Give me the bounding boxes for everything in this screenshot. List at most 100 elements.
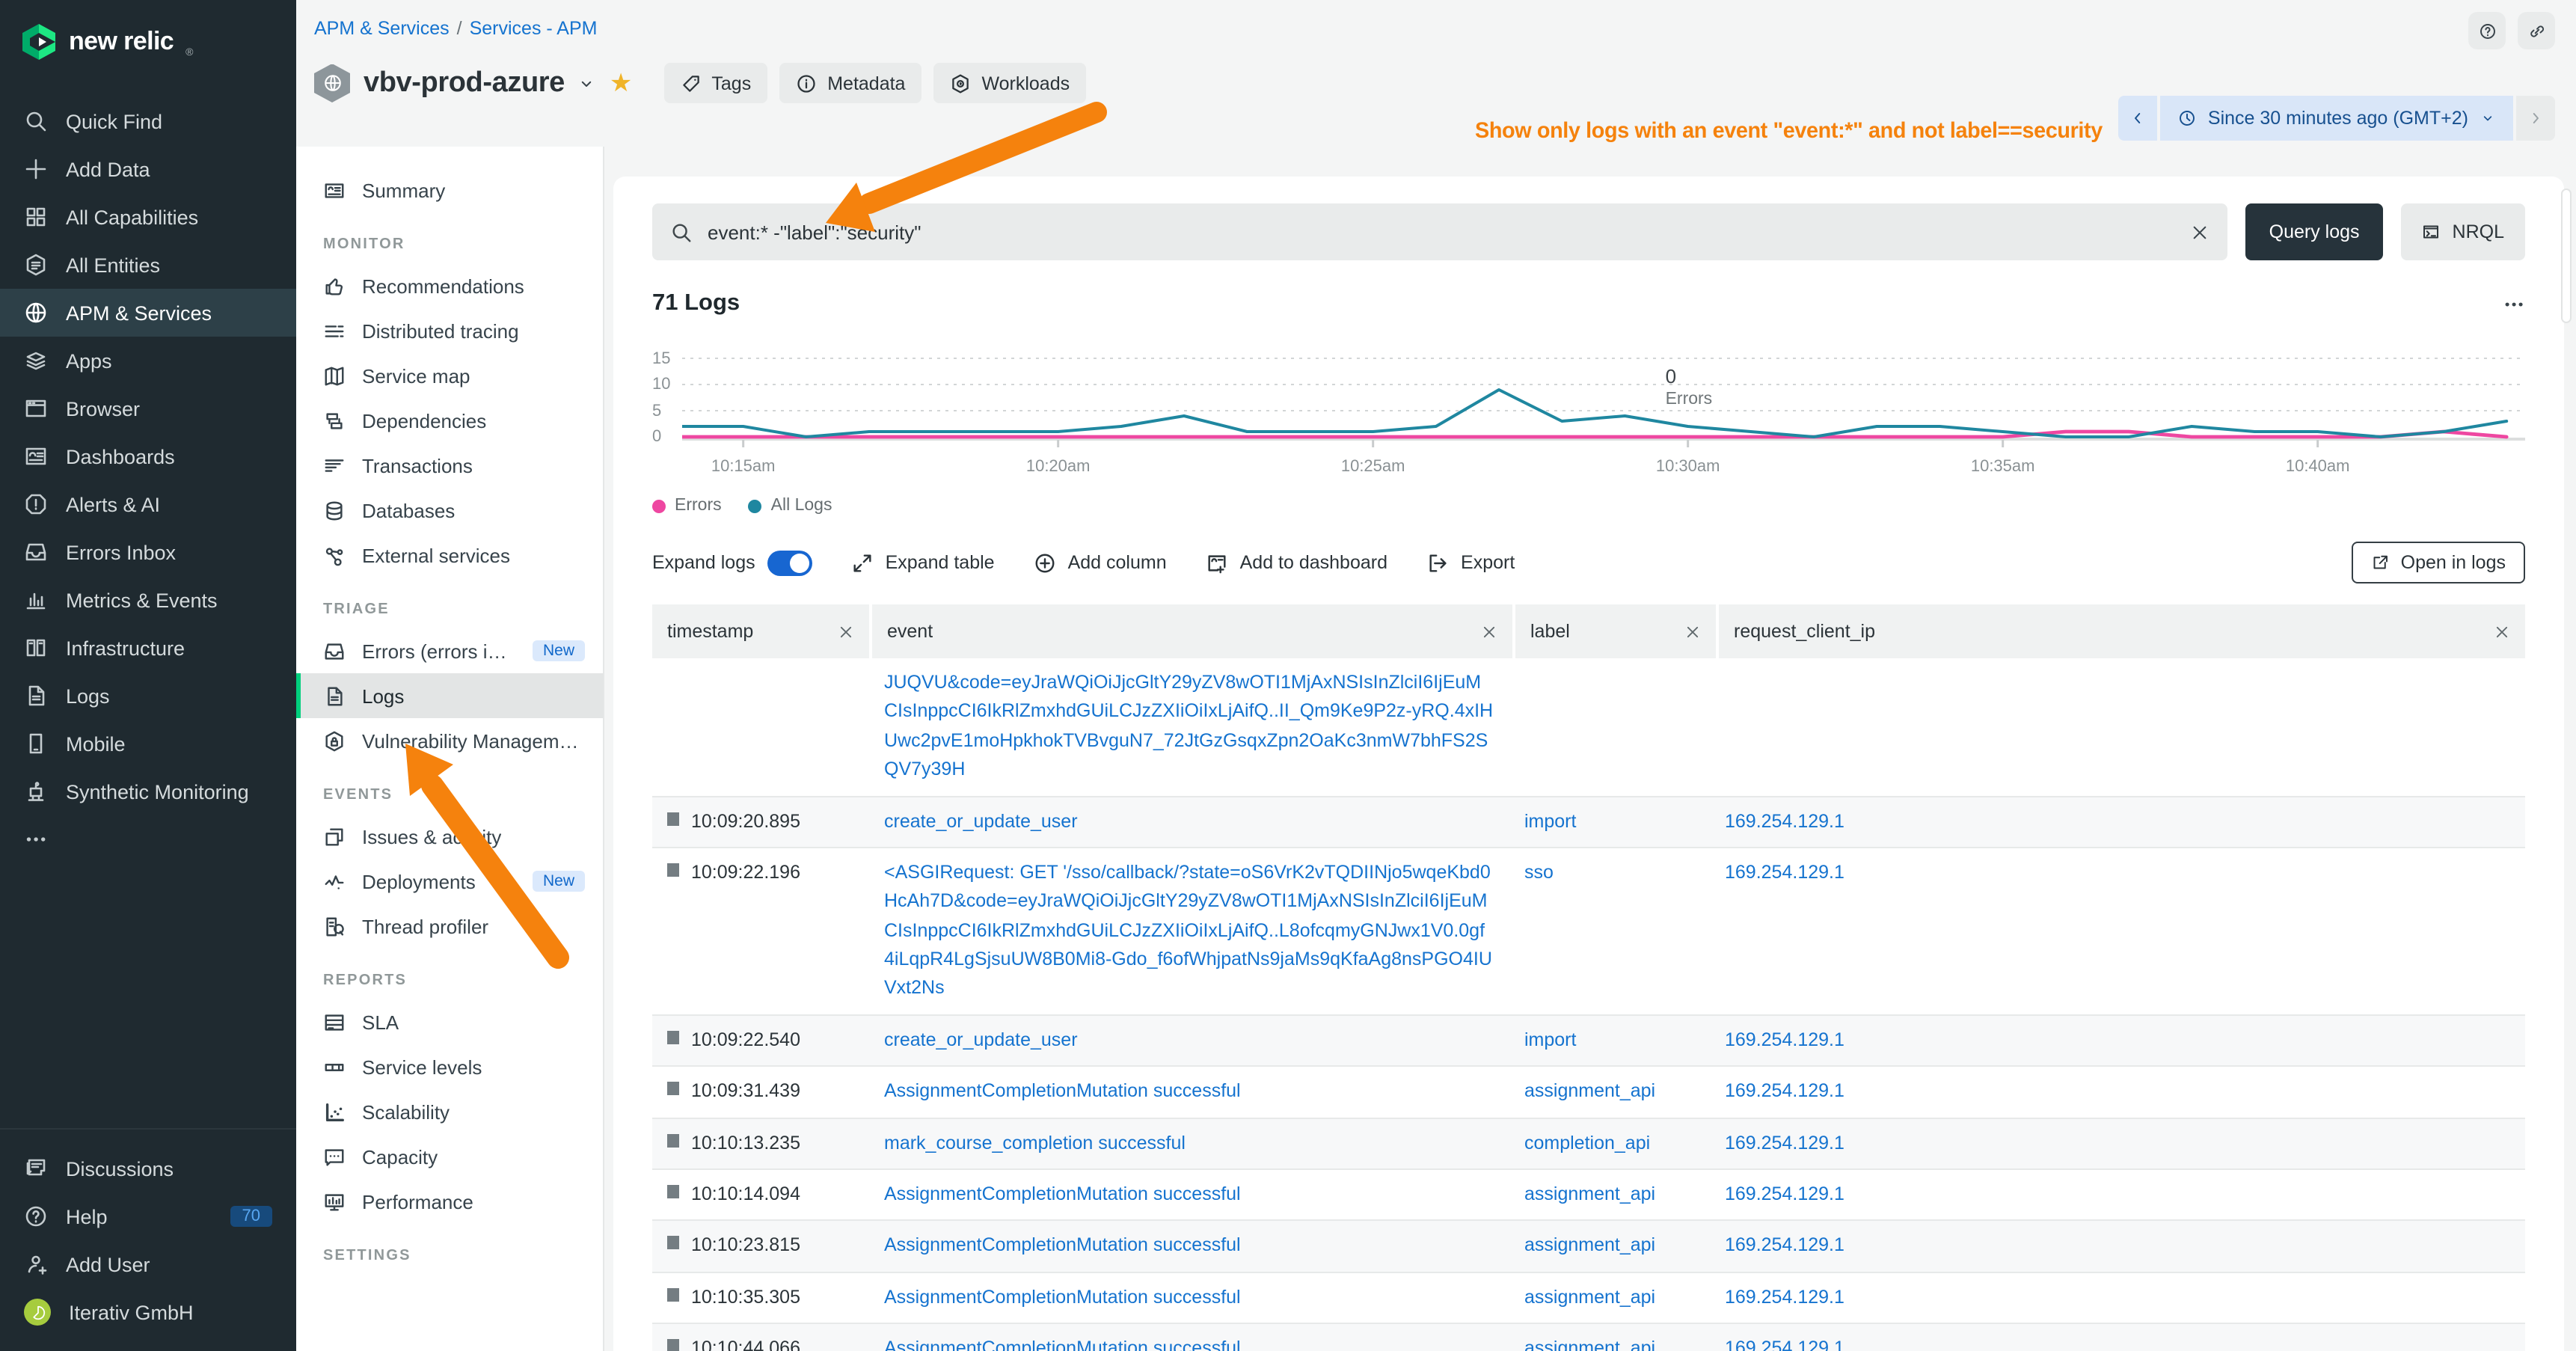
label-link[interactable]: assignment_api [1524,1183,1656,1204]
copy-link-button[interactable] [2518,12,2555,49]
workloads-button[interactable]: Workloads [933,63,1087,103]
subnav-item-summary[interactable]: Summary [296,168,603,212]
sidebar-item-more[interactable] [0,815,296,863]
subnav-item-sla[interactable]: SLA [296,999,603,1044]
subnav-item-performance[interactable]: Performance [296,1179,603,1224]
breadcrumb-services-apm[interactable]: Services - APM [469,18,598,39]
label-link[interactable]: assignment_api [1524,1080,1656,1102]
table-row[interactable]: 10:10:13.235 mark_course_completion succe… [652,1118,2525,1170]
remove-column-icon[interactable] [1684,623,1701,640]
sidebar-item-infrastructure[interactable]: Infrastructure [0,624,296,672]
log-search-input[interactable] [652,203,2227,260]
sidebar-item-browser[interactable]: Browser [0,385,296,432]
ip-link[interactable]: 169.254.129.1 [1725,1080,1844,1102]
ip-link[interactable]: 169.254.129.1 [1725,810,1844,831]
table-row[interactable]: 10:10:14.094 AssignmentCompletionMutation… [652,1170,2525,1222]
subnav-item-scalability[interactable]: Scalability [296,1089,603,1134]
label-link[interactable]: completion_api [1524,1132,1651,1153]
export-button[interactable]: Export [1426,551,1515,574]
event-link[interactable]: AssignmentCompletionMutation successful [884,1286,1241,1308]
open-in-logs-button[interactable]: Open in logs [2351,542,2525,583]
ip-link[interactable]: 169.254.129.1 [1725,1183,1844,1204]
subnav-item-service-levels[interactable]: Service levels [296,1044,603,1089]
ip-link[interactable]: 169.254.129.1 [1725,1286,1844,1308]
time-forward-button[interactable] [2516,96,2555,141]
table-row[interactable]: 10:10:23.815 AssignmentCompletionMutation… [652,1221,2525,1273]
label-link[interactable]: assignment_api [1524,1286,1656,1308]
subnav-item-distributed-tracing[interactable]: Distributed tracing [296,308,603,353]
nrql-button[interactable]: NRQL [2401,203,2525,260]
overflow-menu-icon[interactable] [2503,292,2525,315]
time-range-dropdown[interactable]: Since 30 minutes ago (GMT+2) [2159,96,2513,141]
event-link[interactable]: JUQVU&code=eyJraWQiOiJjcGltY29yZV8wOTI1M… [884,672,1494,780]
sidebar-item-dashboards[interactable]: Dashboards [0,432,296,480]
entity-switcher-chevron-icon[interactable] [578,74,596,92]
subnav-item-thread-profiler[interactable]: Thread profiler [296,904,603,949]
event-link[interactable]: AssignmentCompletionMutation successful [884,1080,1241,1102]
label-link[interactable]: assignment_api [1524,1234,1656,1256]
remove-column-icon[interactable] [1481,623,1497,640]
sidebar-item-metrics-events[interactable]: Metrics & Events [0,576,296,624]
subnav-item-vulnerability-management[interactable]: Vulnerability Management [296,718,603,763]
add-to-dashboard-button[interactable]: Add to dashboard [1206,551,1387,574]
time-back-button[interactable] [2117,96,2157,141]
help-button[interactable] [2468,12,2506,49]
expand-table-button[interactable]: Expand table [851,551,995,574]
event-link[interactable]: create_or_update_user [884,1029,1078,1050]
query-logs-button[interactable]: Query logs [2245,203,2384,260]
event-link[interactable]: <ASGIRequest: GET '/sso/callback/?state=… [884,861,1492,999]
event-link[interactable]: create_or_update_user [884,810,1078,831]
table-row[interactable]: 10:09:22.196 <ASGIRequest: GET '/sso/call… [652,848,2525,1016]
label-link[interactable]: import [1524,810,1577,831]
scrollbar-thumb[interactable] [2561,189,2572,323]
ip-link[interactable]: 169.254.129.1 [1725,1338,1844,1351]
new-relic-logo[interactable]: new relic ® [0,0,296,76]
event-link[interactable]: AssignmentCompletionMutation successful [884,1183,1241,1204]
subnav-item-recommendations[interactable]: Recommendations [296,263,603,308]
label-link[interactable]: assignment_api [1524,1338,1656,1351]
add-column-button[interactable]: Add column [1034,551,1167,574]
ip-link[interactable]: 169.254.129.1 [1725,1234,1844,1256]
subnav-item-capacity[interactable]: Capacity [296,1134,603,1179]
sidebar-item-alerts-ai[interactable]: Alerts & AI [0,480,296,528]
ip-link[interactable]: 169.254.129.1 [1725,861,1844,883]
event-link[interactable]: AssignmentCompletionMutation successful [884,1234,1241,1256]
subnav-item-logs[interactable]: Logs [296,673,603,718]
legend-item-all-logs[interactable]: All Logs [748,497,832,515]
metadata-button[interactable]: Metadata [779,63,922,103]
remove-column-icon[interactable] [838,623,854,640]
sidebar-item-add-user[interactable]: Add User [0,1240,296,1288]
sidebar-item-iterativ-gmbh[interactable]: Iterativ GmbH [0,1288,296,1336]
table-row[interactable]: 10:09:31.439 AssignmentCompletionMutation… [652,1067,2525,1118]
remove-column-icon[interactable] [2494,623,2510,640]
subnav-item-service-map[interactable]: Service map [296,353,603,398]
subnav-item-databases[interactable]: Databases [296,488,603,533]
sidebar-item-help[interactable]: Help 70 [0,1192,296,1240]
subnav-item-issues-activity[interactable]: Issues & activity [296,814,603,859]
event-link[interactable]: AssignmentCompletionMutation successful [884,1338,1241,1351]
table-row[interactable]: 10:10:44.066 AssignmentCompletionMutation… [652,1324,2525,1351]
sidebar-item-add-data[interactable]: Add Data [0,145,296,193]
sidebar-item-mobile[interactable]: Mobile [0,720,296,768]
label-link[interactable]: sso [1524,861,1554,883]
subnav-item-dependencies[interactable]: Dependencies [296,398,603,443]
favorite-star-icon[interactable]: ★ [609,69,633,97]
clear-search-icon[interactable] [2190,222,2209,242]
sidebar-item-synthetic-monitoring[interactable]: Synthetic Monitoring [0,768,296,815]
ip-link[interactable]: 169.254.129.1 [1725,1029,1844,1050]
sidebar-item-apps[interactable]: Apps [0,337,296,385]
subnav-item-transactions[interactable]: Transactions [296,443,603,488]
label-link[interactable]: import [1524,1029,1577,1050]
legend-item-errors[interactable]: Errors [652,497,722,515]
event-link[interactable]: mark_course_completion successful [884,1132,1186,1153]
breadcrumb-apm-services[interactable]: APM & Services [314,18,450,39]
subnav-item-external-services[interactable]: External services [296,533,603,578]
table-row[interactable]: 10:09:20.895 create_or_update_user import 1… [652,797,2525,848]
table-row[interactable]: 10:10:35.305 AssignmentCompletionMutation… [652,1272,2525,1324]
table-row[interactable]: JUQVU&code=eyJraWQiOiJjcGltY29yZV8wOTI1M… [652,658,2525,797]
sidebar-item-logs[interactable]: Logs [0,672,296,720]
sidebar-item-errors-inbox[interactable]: Errors Inbox [0,528,296,576]
sidebar-item-quick-find[interactable]: Quick Find [0,97,296,145]
sidebar-item-all-entities[interactable]: All Entities [0,241,296,289]
tags-button[interactable]: Tags [663,63,768,103]
